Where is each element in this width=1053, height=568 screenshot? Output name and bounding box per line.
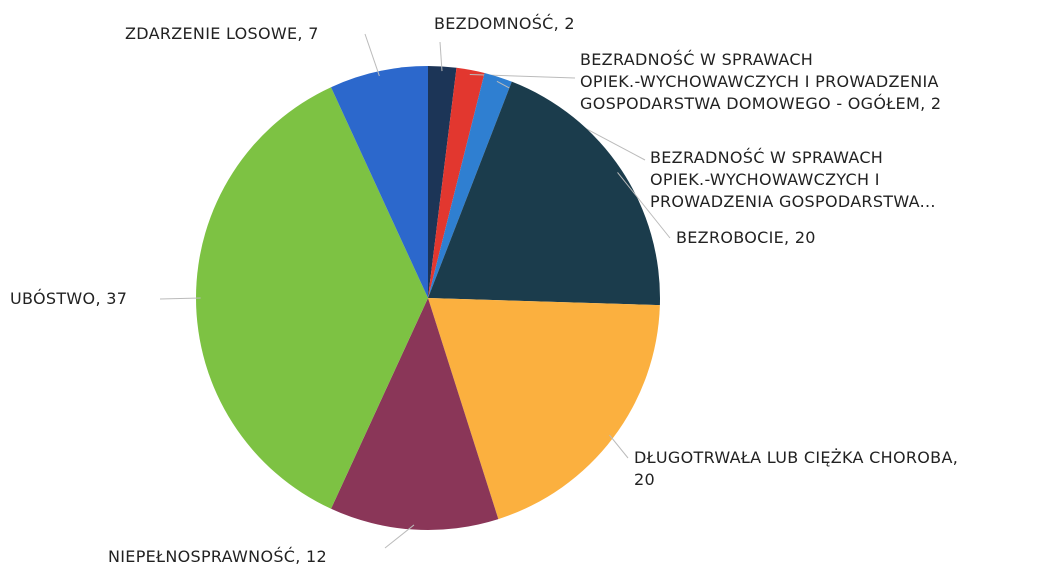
data-label: BEZDOMNOŚĆ, 2 (434, 14, 575, 33)
pie-slice (428, 67, 485, 298)
pie-slice (428, 66, 457, 298)
data-label: DŁUGOTRWAŁA LUB CIĘŻKA CHOROBA, 20 (634, 448, 958, 489)
leader-line (384, 524, 415, 549)
data-label: ZDARZENIE LOSOWE, 7 (125, 24, 319, 43)
data-label-line: UBÓSTWO, 37 (10, 289, 127, 308)
data-label-line: BEZDOMNOŚĆ, 2 (434, 14, 575, 33)
data-label-line: GOSPODARSTWA DOMOWEGO - OGÓŁEM, 2 (580, 94, 941, 113)
leader-line (617, 172, 671, 239)
data-label: BEZROBOCIE, 20 (676, 228, 816, 247)
data-label-line: BEZRADNOŚĆ W SPRAWACH (650, 148, 883, 167)
data-label-line: OPIEK.-WYCHOWAWCZYCH I (650, 170, 880, 189)
pie-slice (428, 81, 660, 306)
leader-line (439, 41, 443, 72)
data-label-line: BEZROBOCIE, 20 (676, 228, 816, 247)
data-label-line: ZDARZENIE LOSOWE, 7 (125, 24, 319, 43)
pie-slice (428, 298, 660, 520)
data-label-line: DŁUGOTRWAŁA LUB CIĘŻKA CHOROBA, (634, 448, 958, 467)
data-label-line: PROWADZENIA GOSPODARSTWA... (650, 192, 936, 211)
pie-slice (331, 298, 499, 530)
leader-line (609, 434, 629, 459)
data-label-line: NIEPEŁNOSPRAWNOŚĆ, 12 (108, 547, 327, 566)
data-label-line: OPIEK.-WYCHOWAWCZYCH I PROWADZENIA (580, 72, 939, 91)
data-label: NIEPEŁNOSPRAWNOŚĆ, 12 (108, 547, 327, 566)
data-label-line: BEZRADNOŚĆ W SPRAWACH (580, 50, 813, 69)
data-label: BEZRADNOŚĆ W SPRAWACH OPIEK.-WYCHOWAWCZYC… (650, 148, 936, 211)
data-label-line: 20 (634, 470, 655, 489)
leader-line (159, 297, 201, 300)
data-label: BEZRADNOŚĆ W SPRAWACH OPIEK.-WYCHOWAWCZYC… (580, 50, 941, 113)
pie-slice (331, 66, 428, 298)
data-label: UBÓSTWO, 37 (10, 289, 127, 308)
pie-slice (428, 73, 512, 298)
pie-slice (195, 87, 428, 509)
leader-line (364, 33, 380, 77)
